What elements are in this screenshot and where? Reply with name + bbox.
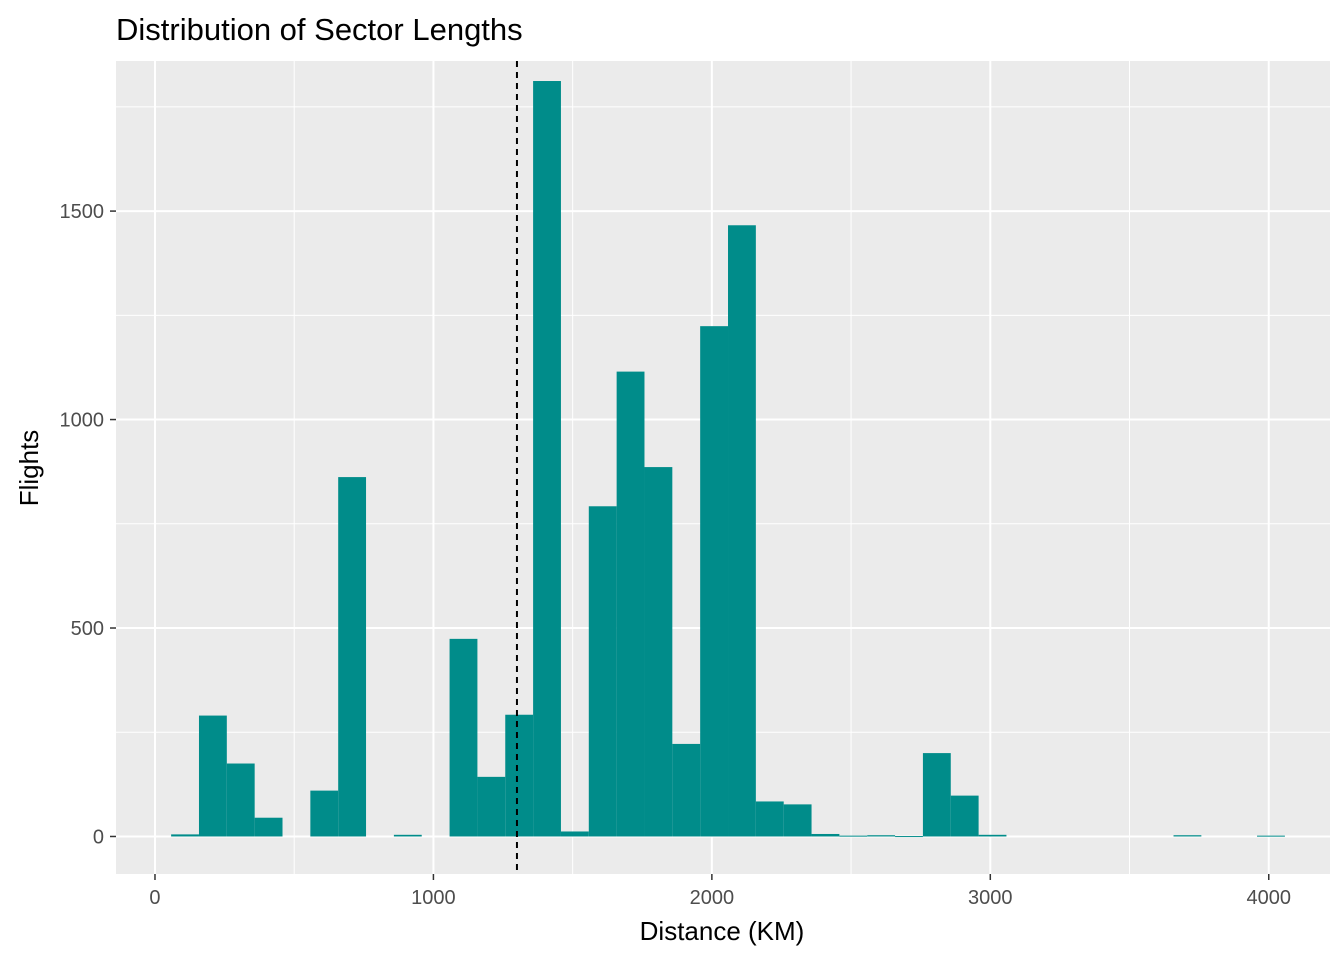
chart-title: Distribution of Sector Lengths — [116, 12, 523, 47]
histogram-bar — [449, 638, 478, 837]
x-axis-title: Distance (KM) — [640, 916, 805, 946]
histogram-bar — [867, 835, 896, 837]
y-tick-label: 1500 — [60, 201, 105, 223]
histogram-bar — [560, 831, 589, 837]
histogram-bar — [171, 834, 199, 837]
histogram-bar — [338, 477, 367, 837]
y-axis-ticks: 0 500 1000 1500 — [60, 201, 116, 848]
y-tick-label: 0 — [93, 826, 104, 848]
histogram-bar — [922, 753, 951, 837]
histogram-bars — [171, 81, 1285, 838]
histogram-bar — [588, 506, 617, 837]
y-tick-label: 500 — [71, 618, 104, 640]
histogram-bar — [895, 836, 923, 838]
histogram-bar — [644, 467, 673, 837]
histogram-bar — [978, 834, 1007, 837]
histogram-bar — [393, 834, 422, 837]
x-tick-label: 4000 — [1246, 887, 1291, 909]
y-axis-title: Flights — [14, 430, 44, 507]
histogram-bar — [505, 714, 534, 837]
histogram-bar — [477, 776, 506, 837]
x-tick-label: 2000 — [690, 887, 735, 909]
histogram-bar — [700, 326, 729, 837]
histogram-bar — [310, 790, 339, 837]
histogram-bar — [950, 795, 979, 837]
histogram-bar — [672, 743, 701, 837]
histogram-bar — [811, 833, 840, 837]
histogram-bar — [755, 801, 784, 837]
histogram-bar — [783, 804, 812, 837]
histogram-bar — [616, 371, 645, 837]
histogram-bar — [533, 81, 561, 837]
x-tick-label: 1000 — [411, 887, 456, 909]
y-tick-label: 1000 — [60, 410, 105, 432]
x-tick-label: 0 — [149, 887, 160, 909]
histogram-bar — [839, 835, 868, 837]
x-tick-label: 3000 — [968, 887, 1013, 909]
histogram-bar — [728, 225, 756, 837]
histogram-bar — [198, 715, 227, 837]
histogram-bar — [1257, 835, 1285, 837]
histogram-bar — [254, 817, 283, 837]
x-axis-ticks: 0 1000 2000 3000 4000 — [149, 874, 1291, 909]
histogram-bar — [226, 763, 255, 837]
histogram-bar — [1173, 835, 1202, 837]
